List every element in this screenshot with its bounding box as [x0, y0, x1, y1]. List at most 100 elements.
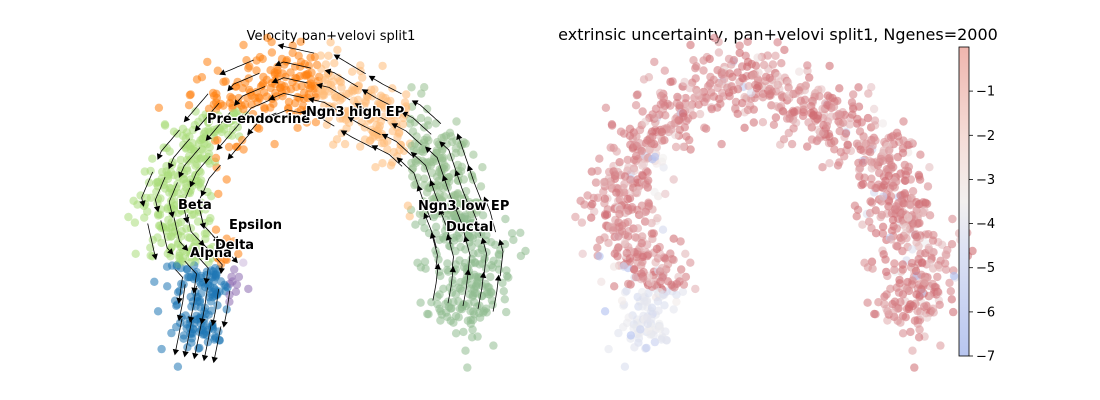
uncertainty-cell-point — [867, 180, 876, 190]
velocity-arrowhead — [168, 162, 174, 170]
cell-point-ductal — [478, 211, 488, 220]
uncertainty-cell-point — [933, 272, 942, 282]
uncertainty-cell-point — [922, 313, 932, 322]
uncertainty-cell-point — [638, 171, 647, 180]
uncertainty-cell-point — [882, 267, 891, 277]
cell-point-ngn3-low-ep — [410, 118, 419, 127]
cell-point-beta — [186, 224, 196, 233]
uncertainty-cell-point — [773, 38, 782, 47]
cell-point-ductal — [455, 234, 464, 243]
cell-point-ductal — [509, 235, 518, 245]
velocity-arrowhead — [176, 314, 184, 322]
uncertainty-cell-point — [763, 51, 772, 60]
uncertainty-cell-point — [888, 215, 898, 225]
cell-point-ngn3-high-ep — [379, 138, 389, 148]
cell-point-ductal — [502, 271, 512, 281]
velocity-arrowhead — [424, 146, 432, 153]
uncertainty-cell-point — [679, 142, 688, 152]
uncertainty-cell-point — [632, 132, 641, 141]
cell-point-delta — [228, 277, 237, 286]
uncertainty-cell-point — [700, 123, 709, 132]
uncertainty-cell-point — [895, 275, 904, 285]
uncertainty-cell-point — [835, 158, 844, 167]
uncertainty-cell-point — [870, 116, 880, 125]
uncertainty-cell-point — [941, 250, 950, 259]
uncertainty-cell-point — [794, 86, 803, 95]
velocity-arrowhead — [205, 134, 212, 141]
cell-point-pre-endocrine — [293, 123, 302, 132]
cell-point-ductal — [456, 284, 465, 293]
uncertainty-cell-point — [855, 127, 865, 136]
uncertainty-cell-point — [801, 82, 810, 91]
cell-point-ductal — [500, 240, 510, 249]
uncertainty-cell-point — [896, 297, 905, 307]
cell-point-ngn3-low-ep — [441, 131, 451, 140]
uncertainty-cell-point — [855, 164, 865, 173]
cell-point-ngn3-high-ep — [324, 51, 333, 60]
cell-point-alpha — [157, 344, 166, 354]
cell-point-ngn3-low-ep — [429, 154, 439, 164]
uncertainty-cell-point — [597, 277, 606, 286]
cell-point-pre-endocrine — [192, 75, 202, 84]
uncertainty-cell-point — [893, 316, 902, 325]
cell-point-alpha — [213, 301, 222, 310]
velocity-arrowhead — [429, 232, 436, 239]
cell-point-ductal — [469, 249, 478, 258]
cluster-label-delta: Delta — [215, 238, 254, 253]
velocity-streamline — [224, 59, 254, 73]
velocity-streamline — [406, 114, 432, 135]
cell-point-ngn3-high-ep — [360, 102, 369, 111]
cell-point-ductal — [429, 212, 438, 222]
uncertainty-cell-point — [672, 290, 681, 300]
cell-point-delta — [231, 287, 241, 296]
cell-point-pre-endocrine — [244, 74, 253, 83]
cell-point-beta — [152, 187, 161, 196]
velocity-streamline — [159, 129, 180, 155]
cell-point-ductal — [460, 258, 470, 268]
uncertainty-cell-point — [822, 121, 831, 131]
cell-point-alpha — [195, 297, 204, 307]
cell-point-pre-endocrine — [211, 153, 221, 163]
uncertainty-cell-point — [892, 241, 901, 250]
uncertainty-cell-point — [847, 98, 857, 107]
cell-point-pre-endocrine — [213, 66, 222, 75]
velocity-arrowhead — [247, 128, 254, 136]
uncertainty-cell-point — [920, 277, 929, 286]
cell-point-ngn3-low-ep — [419, 148, 428, 157]
cell-point-ngn3-high-ep — [388, 127, 397, 136]
uncertainty-cell-point — [863, 113, 873, 123]
uncertainty-cell-point — [945, 278, 954, 288]
uncertainty-cell-point — [777, 59, 786, 68]
uncertainty-cell-point — [890, 259, 899, 268]
uncertainty-cell-point — [867, 83, 876, 92]
colorbar-tick-label: −2 — [976, 129, 995, 144]
uncertainty-cell-point — [878, 229, 887, 238]
velocity-streamline — [352, 119, 381, 135]
uncertainty-cell-point — [699, 66, 708, 75]
cell-point-pre-endocrine — [269, 99, 278, 109]
uncertainty-cell-point — [631, 101, 641, 110]
uncertainty-cell-point — [845, 120, 855, 129]
cell-point-ngn3-high-ep — [388, 158, 397, 167]
velocity-arrowhead — [308, 96, 315, 104]
velocity-arrowhead — [181, 244, 189, 251]
uncertainty-cell-point — [619, 322, 628, 332]
uncertainty-cell-point — [887, 235, 896, 244]
uncertainty-cell-point — [743, 105, 753, 115]
cell-point-ductal — [475, 313, 485, 322]
uncertainty-cell-point — [695, 109, 705, 119]
velocity-arrowhead — [439, 141, 446, 148]
velocity-streamline — [250, 112, 277, 131]
cell-point-ductal — [467, 333, 477, 342]
uncertainty-cell-point — [678, 109, 688, 118]
uncertainty-cell-point — [782, 114, 792, 123]
velocity-streamlines — [139, 43, 505, 364]
cell-point-beta — [203, 152, 213, 162]
cell-point-ductal — [459, 327, 468, 337]
uncertainty-cell-point — [863, 298, 872, 307]
uncertainty-cell-point — [610, 170, 620, 179]
cell-point-ngn3-high-ep — [326, 71, 335, 81]
uncertainty-cell-point — [593, 243, 602, 252]
cell-point-ductal — [486, 272, 495, 282]
cell-point-ngn3-low-ep — [459, 175, 468, 184]
